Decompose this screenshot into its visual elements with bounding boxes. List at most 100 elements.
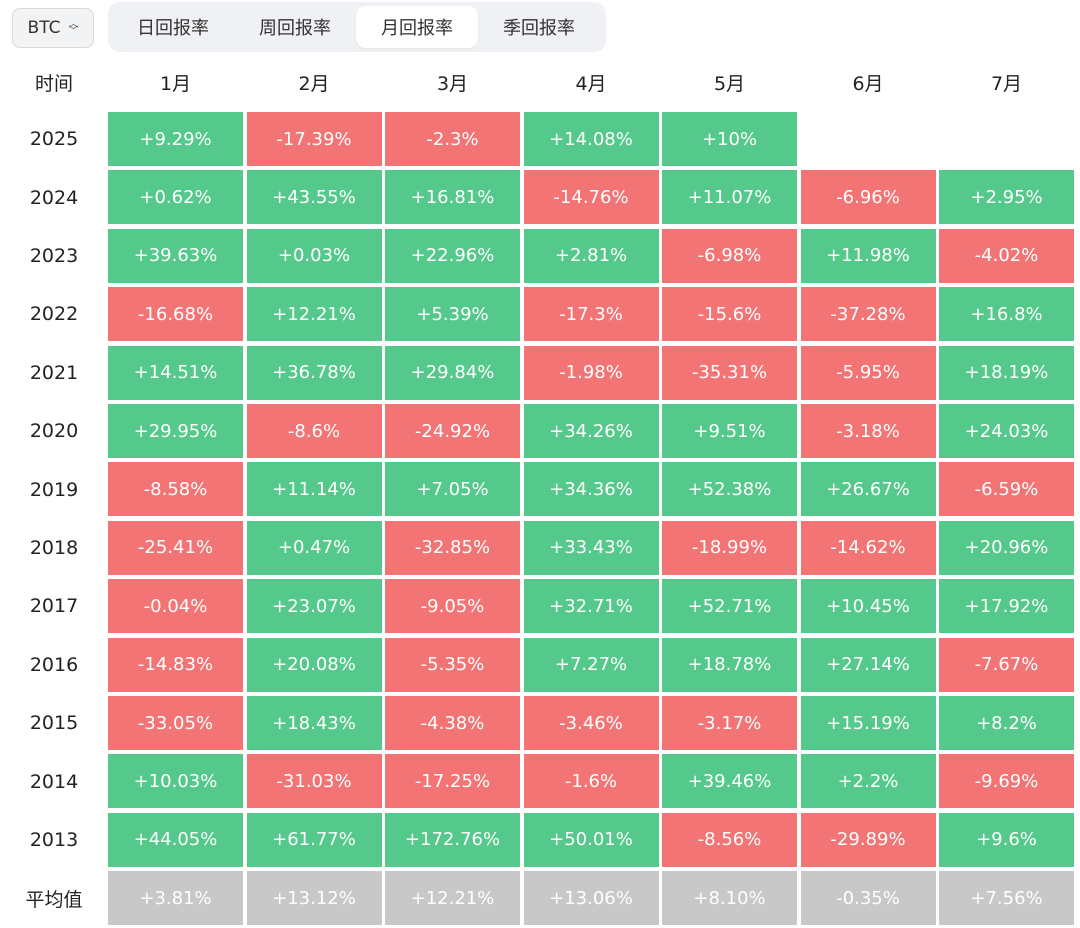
return-cell: +27.14% (800, 637, 936, 692)
average-cell: +13.06% (523, 871, 659, 926)
table-row: 2021 +14.51% +36.78% +29.84% -1.98% -35.31% -5… (0, 344, 1080, 402)
return-cell: -14.62% (800, 520, 936, 575)
return-cell: +20.08% (246, 637, 382, 692)
table-row: 2022 -16.68% +12.21% +5.39% -17.3% -15.6% -37.… (0, 285, 1080, 343)
return-cell: +43.55% (246, 170, 382, 225)
return-cell: +20.96% (939, 520, 1074, 575)
column-header-month: 4月 (575, 73, 607, 95)
row-year: 2021 (29, 361, 79, 384)
return-cell: +9.6% (939, 812, 1074, 867)
return-cell: -5.35% (385, 637, 520, 692)
return-cell: -6.98% (662, 228, 797, 283)
return-cell: -1.98% (523, 345, 659, 400)
return-cell: -35.31% (662, 345, 797, 400)
return-cell: +10.03% (108, 754, 243, 809)
return-cell: -14.83% (108, 637, 243, 692)
row-year: 2016 (29, 653, 79, 676)
return-cell: -9.05% (385, 579, 520, 634)
return-cell: +29.95% (108, 404, 243, 458)
asset-select-value: BTC (27, 18, 61, 38)
return-cell: -24.92% (385, 404, 520, 458)
return-cell: -18.99% (662, 520, 797, 575)
return-cell: -17.25% (385, 754, 520, 809)
tab-monthly-return[interactable]: 月回报率 (356, 6, 478, 48)
return-cell: -37.28% (800, 287, 936, 342)
return-cell: +34.36% (523, 462, 659, 517)
return-cell: -1.6% (523, 754, 659, 809)
return-cell: +39.63% (108, 228, 243, 283)
return-cell: +10% (662, 112, 797, 166)
column-header-month: 6月 (852, 73, 884, 95)
return-cell: +11.14% (246, 462, 382, 517)
return-cell: -3.17% (662, 696, 797, 750)
row-year: 2020 (29, 420, 79, 443)
table-row: 2018 -25.41% +0.47% -32.85% +33.43% -18.99% -1… (0, 519, 1080, 577)
column-header-month: 7月 (990, 73, 1023, 95)
average-cell: +12.21% (385, 871, 520, 926)
return-cell: -8.6% (246, 404, 382, 458)
table-row: 2019 -8.58% +11.14% +7.05% +34.36% +52.38% +26… (0, 460, 1080, 518)
return-cell: +16.81% (385, 170, 520, 225)
return-cell: +50.01% (523, 812, 659, 867)
return-cell: -17.39% (246, 112, 382, 166)
tab-weekly-return[interactable]: 周回报率 (259, 18, 331, 39)
return-cell: +9.29% (108, 112, 243, 166)
return-cell: +11.98% (800, 228, 936, 283)
return-cell (801, 112, 936, 166)
return-cell: +17.92% (939, 579, 1074, 634)
return-cell: +0.47% (246, 520, 382, 575)
return-cell: -6.96% (800, 170, 936, 225)
table-row: 2024 +0.62% +43.55% +16.81% -14.76% +11.07% -6… (0, 168, 1080, 226)
return-cell: +7.27% (523, 637, 659, 692)
return-cell: +18.78% (662, 637, 797, 692)
return-cell: +5.39% (385, 287, 520, 342)
tab-quarterly-return[interactable]: 季回报率 (503, 18, 575, 39)
return-cell: -25.41% (108, 520, 243, 575)
return-cell: +18.43% (246, 696, 382, 750)
return-cell: -5.95% (800, 345, 936, 400)
return-cell: +7.05% (385, 462, 520, 517)
average-cell: +7.56% (939, 871, 1074, 926)
average-cell: +8.10% (662, 871, 797, 926)
return-cell: -3.46% (523, 696, 659, 750)
return-cell: +2.95% (939, 170, 1074, 225)
return-cell: +14.51% (108, 345, 243, 400)
top-bar: BTC ︿ ﹀ 日回报率 周回报率 月回报率 季回报率 (0, 0, 1080, 60)
return-cell: +14.08% (523, 112, 659, 166)
return-cell: -6.59% (939, 462, 1074, 517)
return-cell: +15.19% (800, 696, 936, 750)
asset-select[interactable]: BTC ︿ ﹀ (12, 8, 94, 48)
return-cell: +33.43% (523, 520, 659, 575)
return-cell: +8.2% (939, 696, 1074, 750)
table-row: 2020 +29.95% -8.6% -24.92% +34.26% +9.51% -3.1… (0, 402, 1080, 460)
chevron-up-down-icon: ︿ ﹀ (68, 19, 79, 37)
return-cell: +11.07% (662, 170, 797, 225)
average-label: 平均值 (25, 888, 83, 911)
row-year: 2025 (29, 128, 79, 151)
return-cell: +32.71% (523, 579, 659, 634)
tab-daily-return[interactable]: 日回报率 (137, 18, 209, 39)
average-cell: -0.35% (800, 871, 936, 926)
return-cell: -14.76% (523, 170, 659, 225)
table-row: 2016 -14.83% +20.08% -5.35% +7.27% +18.78% +27… (0, 636, 1080, 694)
table-row: 2017 -0.04% +23.07% -9.05% +32.71% +52.71% +10… (0, 577, 1080, 635)
return-cell: -0.04% (108, 579, 243, 634)
column-header-month: 1月 (159, 73, 192, 95)
return-cell: -2.3% (385, 112, 520, 166)
return-cell: +2.2% (800, 754, 936, 809)
return-cell (939, 112, 1074, 166)
return-cell: +26.67% (800, 462, 936, 517)
return-cell: +22.96% (385, 228, 520, 283)
return-cell: +172.76% (385, 812, 520, 867)
table-row: 2013 +44.05% +61.77% +172.76% +50.01% -8.56% -… (0, 811, 1080, 869)
return-cell: -31.03% (246, 754, 382, 809)
table-row: 2014 +10.03% -31.03% -17.25% -1.6% +39.46% +2.… (0, 752, 1080, 810)
column-header-month: 5月 (713, 73, 746, 95)
return-cell: +34.26% (523, 404, 659, 458)
row-year: 2017 (29, 595, 79, 618)
return-cell: -8.56% (662, 812, 797, 867)
row-year: 2024 (29, 186, 79, 209)
return-cell: -17.3% (523, 287, 659, 342)
return-cell: +36.78% (246, 345, 382, 400)
return-cell: +39.46% (662, 754, 797, 809)
